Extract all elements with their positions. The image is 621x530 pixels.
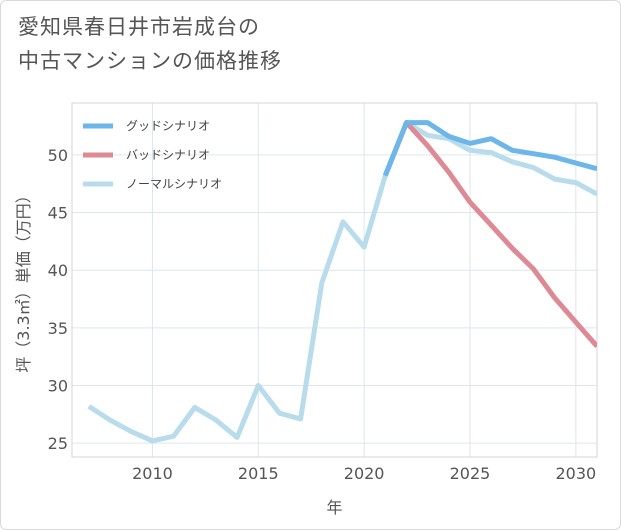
y-tick-label: 50 (48, 146, 68, 165)
x-tick-label: 2010 (132, 464, 173, 483)
y-axis-label: 坪（3.3㎡）単価（万円） (14, 187, 33, 372)
y-tick-label: 40 (48, 261, 68, 280)
plot-border (71, 102, 598, 458)
y-tick-label: 25 (48, 434, 68, 453)
y-tick-label: 35 (48, 319, 68, 338)
y-tick-label: 30 (48, 377, 68, 396)
plot-area (71, 102, 598, 458)
series-line-2 (87, 120, 597, 444)
x-tick-labels: 2010 2015 2020 2025 2030 (132, 464, 596, 483)
y-tick-labels: 25 30 35 40 45 50 (48, 146, 68, 453)
series-lines (87, 120, 597, 444)
grid-lines (72, 103, 597, 457)
x-tick-label: 2030 (555, 464, 596, 483)
legend-label: バッドシナリオ (126, 148, 210, 162)
x-tick-label: 2015 (238, 464, 279, 483)
x-tick-label: 2020 (344, 464, 385, 483)
legend-label: ノーマルシナリオ (126, 177, 222, 191)
series-line-0 (382, 120, 597, 177)
chart-title: 愛知県春日井市岩成台の 中古マンションの価格推移 (18, 15, 282, 73)
x-tick-label: 2025 (450, 464, 491, 483)
series-line-1 (382, 120, 597, 348)
legend-label: グッドシナリオ (126, 119, 210, 133)
y-tick-label: 45 (48, 204, 68, 223)
x-axis-label: 年 (326, 498, 342, 517)
